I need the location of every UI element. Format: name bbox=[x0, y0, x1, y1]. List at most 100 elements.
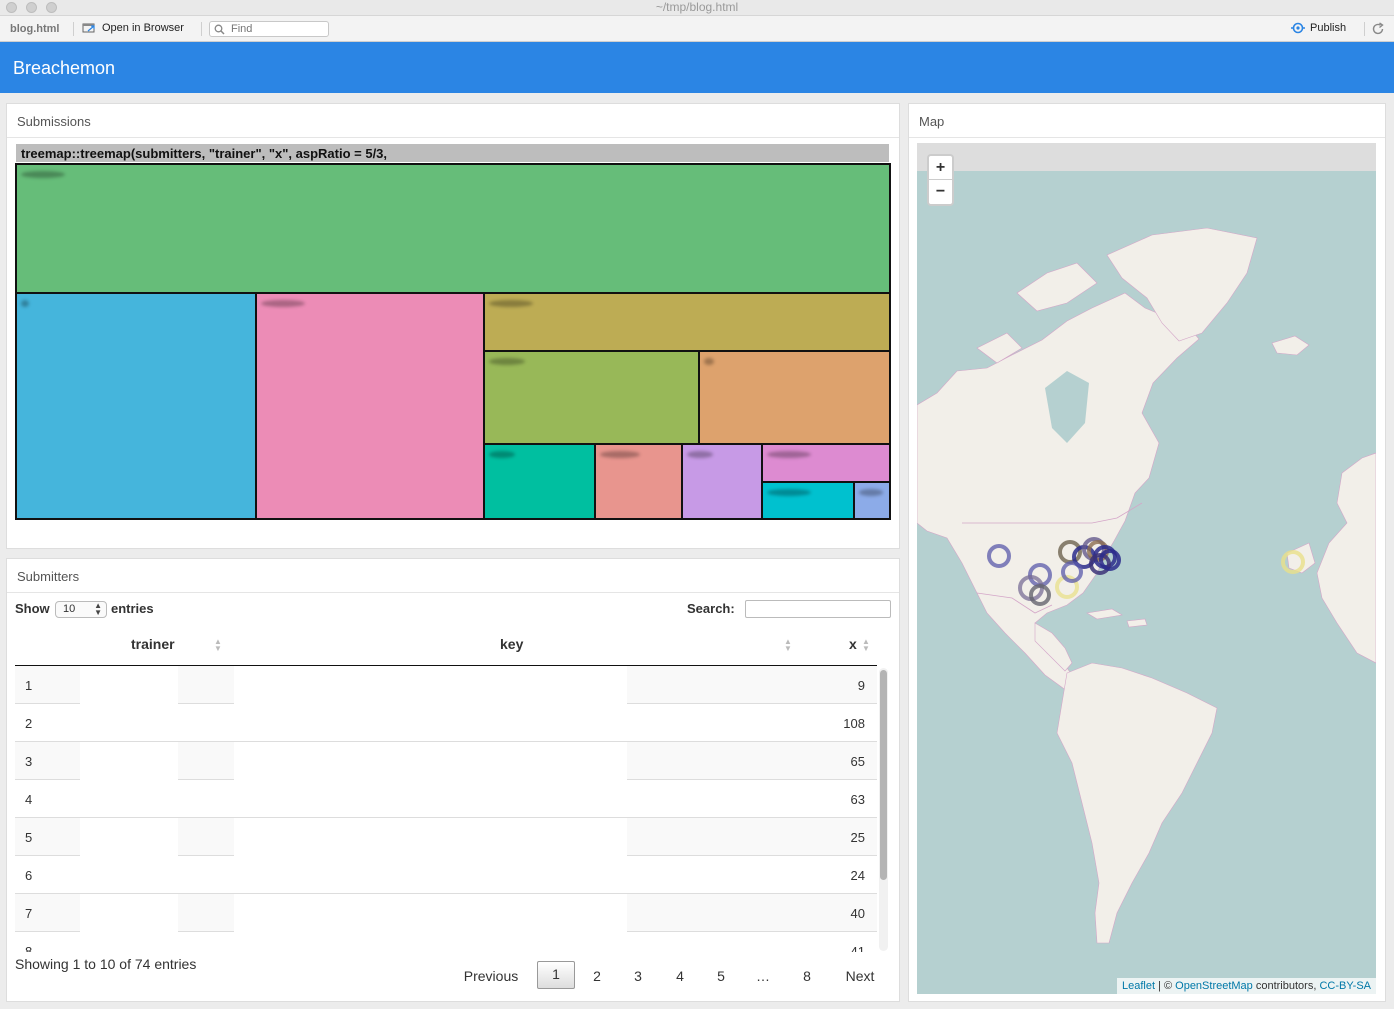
app-brand[interactable]: Breachemon bbox=[13, 58, 116, 78]
redacted-label bbox=[21, 300, 29, 307]
row-index: 8 bbox=[25, 944, 33, 952]
redacted-cell bbox=[80, 894, 178, 932]
page-2-button[interactable]: 2 bbox=[593, 968, 601, 984]
sort-icon[interactable]: ▲ ▼ bbox=[214, 637, 222, 653]
table-row[interactable]: 4 63 bbox=[15, 780, 877, 818]
sort-icon[interactable]: ▲ ▼ bbox=[784, 637, 792, 653]
treemap-tile bbox=[761, 443, 891, 483]
column-header-trainer[interactable]: trainer bbox=[131, 636, 175, 652]
treemap-tile bbox=[761, 481, 855, 520]
window-title: ~/tmp/blog.html bbox=[655, 0, 739, 14]
submissions-panel-title: Submissions bbox=[7, 104, 899, 138]
zoom-in-button[interactable]: + bbox=[929, 156, 952, 180]
redacted-label bbox=[21, 171, 65, 178]
world-basemap bbox=[917, 143, 1376, 994]
table-row[interactable]: 1 9 bbox=[15, 666, 877, 704]
treemap-tile bbox=[15, 163, 891, 294]
show-label: Show bbox=[15, 601, 50, 616]
table-row[interactable]: 3 65 bbox=[15, 742, 877, 780]
column-header-key[interactable]: key bbox=[500, 636, 524, 652]
zoom-out-button[interactable]: − bbox=[935, 183, 946, 200]
row-x-value: 9 bbox=[857, 678, 865, 693]
row-index: 6 bbox=[25, 868, 33, 883]
select-arrows-icon: ▲ ▼ bbox=[94, 601, 102, 617]
redacted-label bbox=[859, 489, 883, 496]
toolbar-divider bbox=[73, 22, 74, 36]
treemap-tile bbox=[483, 443, 596, 520]
redacted-label bbox=[704, 358, 714, 365]
cc-by-sa-link[interactable]: CC-BY-SA bbox=[1319, 980, 1371, 992]
page-length-select[interactable]: 10 ▲ ▼ bbox=[55, 601, 107, 618]
table-info: Showing 1 to 10 of 74 entries bbox=[15, 956, 197, 972]
row-index: 1 bbox=[25, 678, 33, 693]
zoom-window-button[interactable] bbox=[46, 2, 57, 13]
redacted-label bbox=[687, 451, 713, 458]
leaflet-map[interactable]: + − Leaflet | © OpenStreetMap contributo… bbox=[917, 143, 1376, 994]
previous-page-button[interactable]: Previous bbox=[463, 968, 519, 984]
leaflet-link[interactable]: Leaflet bbox=[1121, 980, 1155, 992]
table-row[interactable]: 8 41 bbox=[15, 932, 877, 952]
map-marker[interactable] bbox=[1281, 550, 1305, 574]
toolbar-divider bbox=[201, 22, 202, 36]
redacted-label bbox=[600, 451, 640, 458]
attribution-contributors: contributors, bbox=[1252, 980, 1320, 992]
zoom-control: + − bbox=[927, 154, 954, 206]
table-row[interactable]: 7 40 bbox=[15, 894, 877, 932]
map-attribution: Leaflet | © OpenStreetMap contributors, … bbox=[1116, 978, 1376, 994]
toolbar-divider bbox=[1364, 22, 1365, 36]
row-x-value: 24 bbox=[850, 868, 865, 883]
redacted-cell bbox=[234, 742, 627, 780]
redacted-label bbox=[261, 300, 305, 307]
row-x-value: 108 bbox=[843, 716, 865, 731]
row-index: 2 bbox=[25, 716, 33, 731]
page-4-button[interactable]: 4 bbox=[676, 968, 684, 984]
redacted-cell bbox=[80, 742, 178, 780]
map-marker[interactable] bbox=[987, 544, 1011, 568]
refresh-button[interactable] bbox=[1371, 22, 1385, 39]
publish-label: Publish bbox=[1310, 22, 1347, 34]
page-3-button[interactable]: 3 bbox=[634, 968, 642, 984]
map-marker[interactable] bbox=[1029, 584, 1051, 606]
pagination-ellipsis: … bbox=[756, 968, 770, 984]
page-5-button[interactable]: 5 bbox=[717, 968, 725, 984]
attribution-separator: | © bbox=[1155, 980, 1176, 992]
page-8-button[interactable]: 8 bbox=[803, 968, 811, 984]
row-x-value: 65 bbox=[850, 754, 865, 769]
treemap-title: treemap::treemap(submitters, "trainer", … bbox=[16, 144, 889, 162]
column-header-x[interactable]: x bbox=[849, 636, 857, 652]
page-length-value: 10 bbox=[63, 603, 76, 615]
table-scrollbar-thumb[interactable] bbox=[880, 670, 887, 880]
table-search-input[interactable] bbox=[745, 600, 891, 618]
treemap-tile bbox=[698, 350, 891, 445]
sort-icon[interactable]: ▲ ▼ bbox=[862, 637, 870, 653]
publish-icon bbox=[1291, 22, 1305, 34]
openstreetmap-link[interactable]: OpenStreetMap bbox=[1175, 980, 1253, 992]
table-row[interactable]: 6 24 bbox=[15, 856, 877, 894]
treemap-tile bbox=[255, 292, 485, 520]
page-1-button[interactable]: 1 bbox=[537, 961, 575, 989]
map-marker[interactable] bbox=[1061, 561, 1083, 583]
viewer-toolbar: blog.html Open in Browser Publish bbox=[0, 16, 1394, 42]
treemap-tile bbox=[853, 481, 891, 520]
redacted-cell bbox=[234, 894, 627, 932]
next-page-button[interactable]: Next bbox=[845, 968, 875, 984]
table-body: 1 9 2 108 3 65 4 63 5 25 6 24 7 40 8 41 bbox=[15, 665, 877, 952]
close-window-button[interactable] bbox=[6, 2, 17, 13]
redacted-cell bbox=[234, 818, 627, 856]
treemap-tile bbox=[15, 292, 257, 520]
row-x-value: 25 bbox=[850, 830, 865, 845]
publish-button[interactable]: Publish bbox=[1290, 22, 1346, 34]
minimize-window-button[interactable] bbox=[26, 2, 37, 13]
map-tile-loading-strip bbox=[917, 143, 1376, 171]
table-row[interactable]: 2 108 bbox=[15, 704, 877, 742]
find-field[interactable] bbox=[209, 21, 329, 37]
redacted-label bbox=[767, 489, 811, 496]
treemap-tile bbox=[483, 350, 700, 445]
table-row[interactable]: 5 25 bbox=[15, 818, 877, 856]
map-marker[interactable] bbox=[1099, 549, 1121, 571]
treemap-tile bbox=[483, 292, 891, 352]
open-in-browser-button[interactable]: Open in Browser bbox=[82, 22, 184, 34]
window-titlebar: ~/tmp/blog.html bbox=[0, 0, 1394, 16]
search-label: Search: bbox=[687, 601, 735, 616]
find-input[interactable] bbox=[231, 23, 321, 35]
